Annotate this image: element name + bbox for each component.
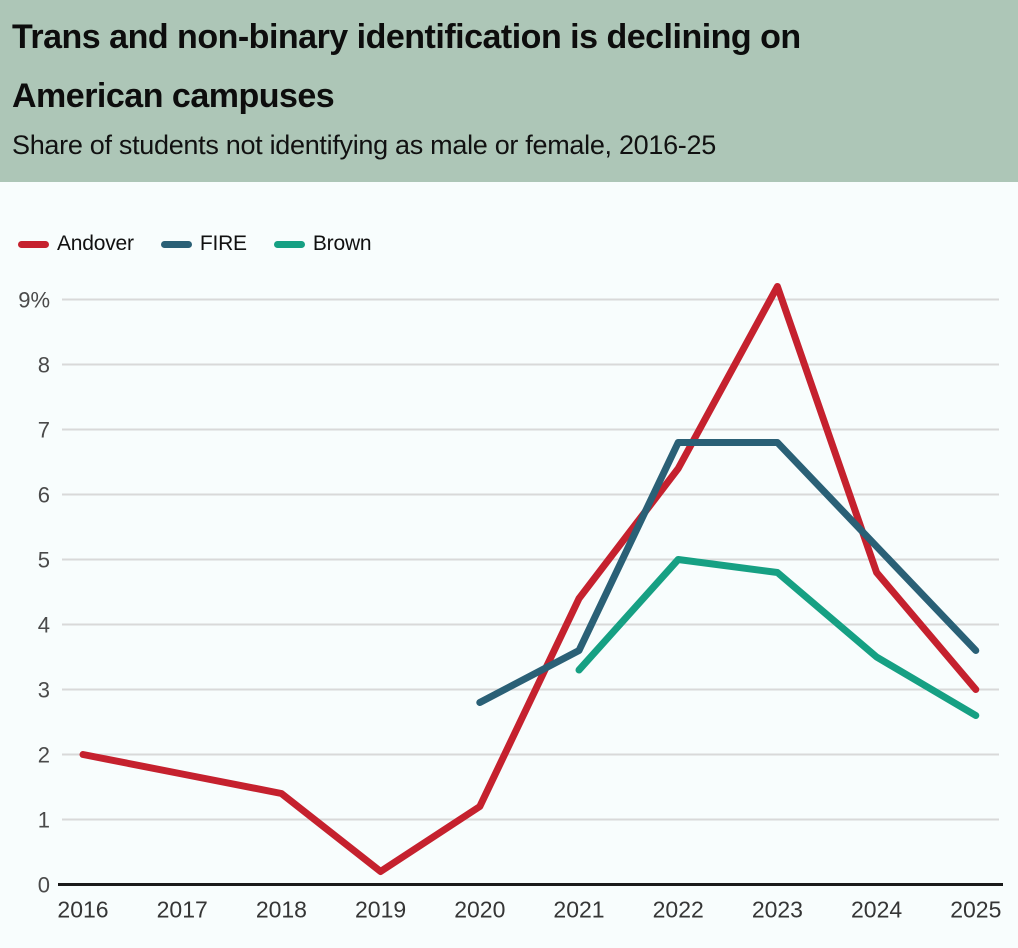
y-tick-label: 8 xyxy=(38,353,50,378)
y-tick-label: 7 xyxy=(38,418,50,443)
x-tick-label: 2019 xyxy=(355,897,406,923)
series-lines xyxy=(79,283,980,875)
legend-label: Brown xyxy=(312,232,372,255)
legend-item-fire: FIRE xyxy=(160,232,247,256)
chart-area: Andover FIRE Brown 0 1 2 3 4 5 6 7 8 9% 2016 2017 2018… xyxy=(0,182,1018,948)
legend-item-andover: Andover xyxy=(18,232,134,256)
legend-item-brown: Brown xyxy=(273,232,372,256)
y-tick-label: 5 xyxy=(38,548,50,573)
chart-subtitle: Share of students not identifying as mal… xyxy=(12,130,716,160)
y-tick-label: 9% xyxy=(18,288,50,313)
series-line-brown xyxy=(575,556,980,719)
chart-header: Trans and non-binary identification is d… xyxy=(0,0,1018,182)
x-tick-label: 2020 xyxy=(454,897,505,923)
legend-label: Andover xyxy=(57,232,134,255)
x-tick-label: 2025 xyxy=(950,897,1001,923)
x-axis-labels: 2016 2017 2018 2019 2020 2021 2022 2023 2024 2025 xyxy=(57,897,1001,923)
y-tick-label: 2 xyxy=(38,743,50,768)
legend-swatch-icon xyxy=(18,240,49,248)
y-tick-label: 3 xyxy=(38,678,50,703)
y-tick-label: 1 xyxy=(38,808,50,833)
legend-swatch-icon xyxy=(273,240,305,248)
x-tick-label: 2021 xyxy=(553,897,604,923)
x-tick-label: 2022 xyxy=(653,897,704,923)
y-tick-label: 4 xyxy=(38,613,50,638)
chart-title-line2: American campuses xyxy=(12,77,335,115)
legend-label: FIRE xyxy=(199,232,247,255)
x-tick-label: 2023 xyxy=(752,897,803,923)
x-tick-label: 2018 xyxy=(256,897,307,923)
chart-title-line1: Trans and non-binary identification is d… xyxy=(12,18,801,56)
legend-swatch-icon xyxy=(160,240,192,248)
y-axis-labels: 0 1 2 3 4 5 6 7 8 9% xyxy=(18,288,50,898)
x-tick-label: 2017 xyxy=(157,897,208,923)
series-line-andover xyxy=(79,283,980,875)
chart-legend: Andover FIRE Brown xyxy=(18,232,372,256)
gridlines xyxy=(62,298,999,821)
y-tick-label: 0 xyxy=(38,873,50,898)
x-tick-label: 2016 xyxy=(57,897,108,923)
series-line-fire xyxy=(476,439,980,706)
x-tick-label: 2024 xyxy=(851,897,902,923)
chart-title: Trans and non-binary identification is d… xyxy=(12,8,1006,126)
y-tick-label: 6 xyxy=(38,483,50,508)
